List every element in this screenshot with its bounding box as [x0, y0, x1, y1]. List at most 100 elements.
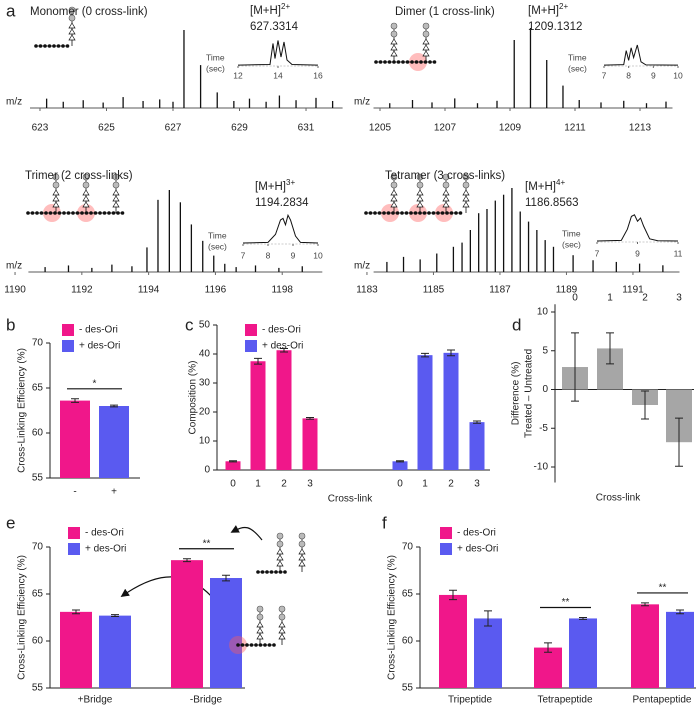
sugar — [52, 189, 60, 196]
inset-axis-label: (sec) — [206, 63, 225, 73]
sugar — [462, 201, 470, 208]
legend-swatch — [440, 543, 452, 555]
residue — [419, 60, 423, 64]
sugar — [82, 195, 90, 202]
legend-label: - des-Ori — [457, 528, 496, 539]
head — [390, 30, 398, 38]
sugar — [390, 50, 398, 57]
residue — [93, 211, 98, 215]
charge: 4+ — [556, 178, 565, 187]
error-bar — [544, 642, 552, 653]
category-label: -Bridge — [190, 695, 223, 706]
bar — [99, 406, 129, 478]
bar — [171, 560, 203, 688]
residue — [436, 211, 440, 215]
residue — [373, 211, 377, 215]
x-tick-label: 1205 — [369, 123, 392, 134]
error-bar — [111, 614, 119, 618]
residue — [254, 643, 258, 647]
charge: 3+ — [286, 178, 295, 187]
y-axis-label: Cross-Linking Efficiency (%) — [17, 348, 28, 473]
category-label: Tetrapeptide — [537, 695, 592, 706]
mz-value: 627.3314 — [250, 21, 299, 33]
bar — [99, 615, 131, 688]
x-tick-label: 631 — [298, 123, 315, 134]
inset-tick-label: 11 — [674, 248, 683, 258]
head — [422, 22, 430, 30]
sugar — [298, 554, 306, 561]
x-axis-label: Cross-link — [328, 494, 373, 505]
legend-label: + des-Ori — [79, 341, 120, 352]
residue — [278, 570, 283, 574]
charge: 2+ — [559, 2, 568, 11]
ion-label: [M+H]2+ — [528, 2, 568, 17]
head — [462, 181, 470, 189]
error-bar — [579, 617, 587, 620]
residue — [377, 211, 382, 215]
category-label: Pentapeptide — [633, 695, 692, 706]
residue — [454, 211, 458, 215]
residue — [274, 570, 278, 574]
residue — [272, 643, 276, 647]
inset-axis-label: (sec) — [562, 239, 581, 249]
residue — [440, 211, 445, 215]
legend-swatch — [68, 543, 80, 555]
residue — [368, 211, 373, 215]
x-tick-label: 1191 — [622, 285, 644, 296]
category-label: 2 — [281, 479, 287, 490]
panel-letter: b — [6, 315, 15, 334]
y-tick-label: 70 — [402, 542, 414, 553]
residue — [396, 60, 401, 64]
head — [298, 532, 306, 540]
inset-tick-label: 12 — [233, 70, 243, 80]
residue — [432, 60, 437, 64]
y-tick-label: -5 — [539, 423, 548, 434]
residue — [245, 643, 249, 647]
x-axis-label: m/z — [6, 97, 22, 108]
residue — [364, 211, 368, 215]
bar — [443, 352, 459, 470]
sugar — [52, 195, 60, 202]
sugar — [390, 44, 398, 51]
y-tick-label: 10 — [537, 307, 549, 318]
spectrum-title: Monomer (0 cross-link) — [30, 6, 148, 18]
head — [112, 181, 120, 189]
error-bar — [229, 460, 237, 463]
significance: ** — [562, 597, 570, 608]
panel-letter: e — [6, 513, 15, 532]
sugar — [112, 201, 120, 208]
sugar — [416, 189, 424, 196]
panel-letter: d — [512, 315, 521, 334]
spectrum-title: Tetramer (3 cross-links) — [385, 170, 505, 182]
head — [278, 613, 286, 621]
category-label: + — [111, 487, 117, 498]
chromatogram — [596, 214, 679, 242]
residue — [39, 211, 44, 215]
panel-letter: c — [185, 315, 194, 334]
mz-value: 1194.2834 — [255, 197, 309, 209]
legend-swatch — [68, 527, 80, 539]
residue — [62, 211, 66, 215]
x-tick-label: 1192 — [71, 285, 93, 296]
ion-label: [M+H]4+ — [525, 178, 565, 193]
head — [256, 605, 264, 613]
error-bar — [71, 398, 79, 403]
inset-axis-label: (sec) — [568, 63, 587, 73]
residue — [56, 44, 61, 48]
legend-label: - des-Ori — [79, 325, 118, 336]
residue — [260, 570, 265, 574]
y-tick-label: 65 — [32, 383, 44, 394]
y-axis-label: Difference (%) — [511, 362, 522, 426]
x-tick-label: 623 — [32, 123, 49, 134]
inset-tick-label: 14 — [273, 70, 283, 80]
error-bar — [675, 417, 683, 467]
head — [442, 181, 450, 189]
residue — [387, 60, 392, 64]
bar — [534, 647, 562, 688]
bar — [210, 578, 242, 688]
residue — [66, 211, 71, 215]
residue — [71, 211, 75, 215]
head — [390, 173, 398, 181]
sugar — [112, 189, 120, 196]
